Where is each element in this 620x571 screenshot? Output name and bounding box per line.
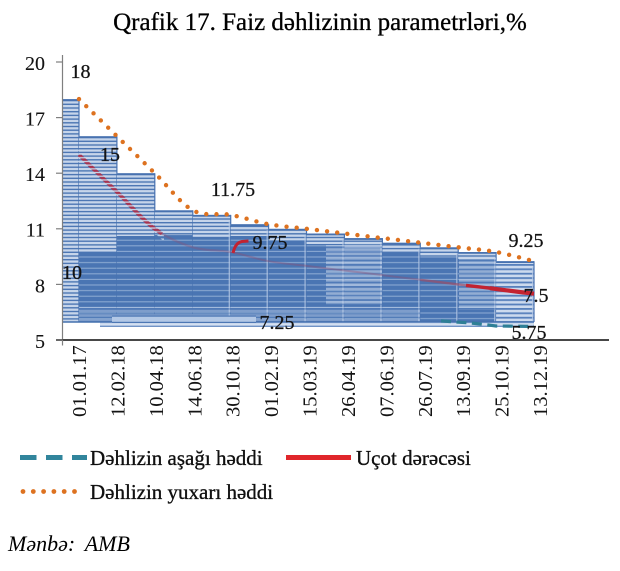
svg-text:01.02.19: 01.02.19 — [261, 345, 283, 417]
svg-text:26.04.19: 26.04.19 — [338, 345, 360, 417]
svg-text:26.07.19: 26.07.19 — [415, 345, 437, 417]
svg-text:7.5: 7.5 — [524, 285, 549, 307]
svg-text:5.75: 5.75 — [512, 322, 547, 344]
svg-text:5: 5 — [35, 331, 45, 353]
svg-text:20: 20 — [25, 53, 45, 75]
svg-text:18: 18 — [71, 61, 91, 83]
svg-text:13.09.19: 13.09.19 — [453, 345, 475, 417]
svg-text:11: 11 — [26, 220, 45, 242]
svg-text:14: 14 — [25, 164, 45, 186]
svg-text:14.06.18: 14.06.18 — [184, 345, 206, 417]
svg-text:13.12.19: 13.12.19 — [530, 345, 552, 417]
svg-text:17: 17 — [25, 109, 45, 131]
svg-text:12.02.18: 12.02.18 — [107, 345, 129, 417]
svg-text:9.25: 9.25 — [509, 230, 544, 252]
svg-text:7.25: 7.25 — [260, 312, 295, 334]
svg-text:15.03.19: 15.03.19 — [300, 345, 322, 417]
svg-text:25.10.19: 25.10.19 — [492, 345, 514, 417]
svg-text:11.75: 11.75 — [211, 179, 255, 201]
svg-text:8: 8 — [35, 276, 45, 298]
svg-text:9.75: 9.75 — [253, 232, 288, 254]
svg-text:07.06.19: 07.06.19 — [376, 345, 398, 417]
svg-text:15: 15 — [100, 144, 120, 166]
svg-text:10: 10 — [62, 262, 82, 284]
svg-text:01.01.17: 01.01.17 — [69, 345, 91, 417]
svg-text:10.04.18: 10.04.18 — [146, 345, 168, 417]
svg-text:30.10.18: 30.10.18 — [223, 345, 245, 417]
